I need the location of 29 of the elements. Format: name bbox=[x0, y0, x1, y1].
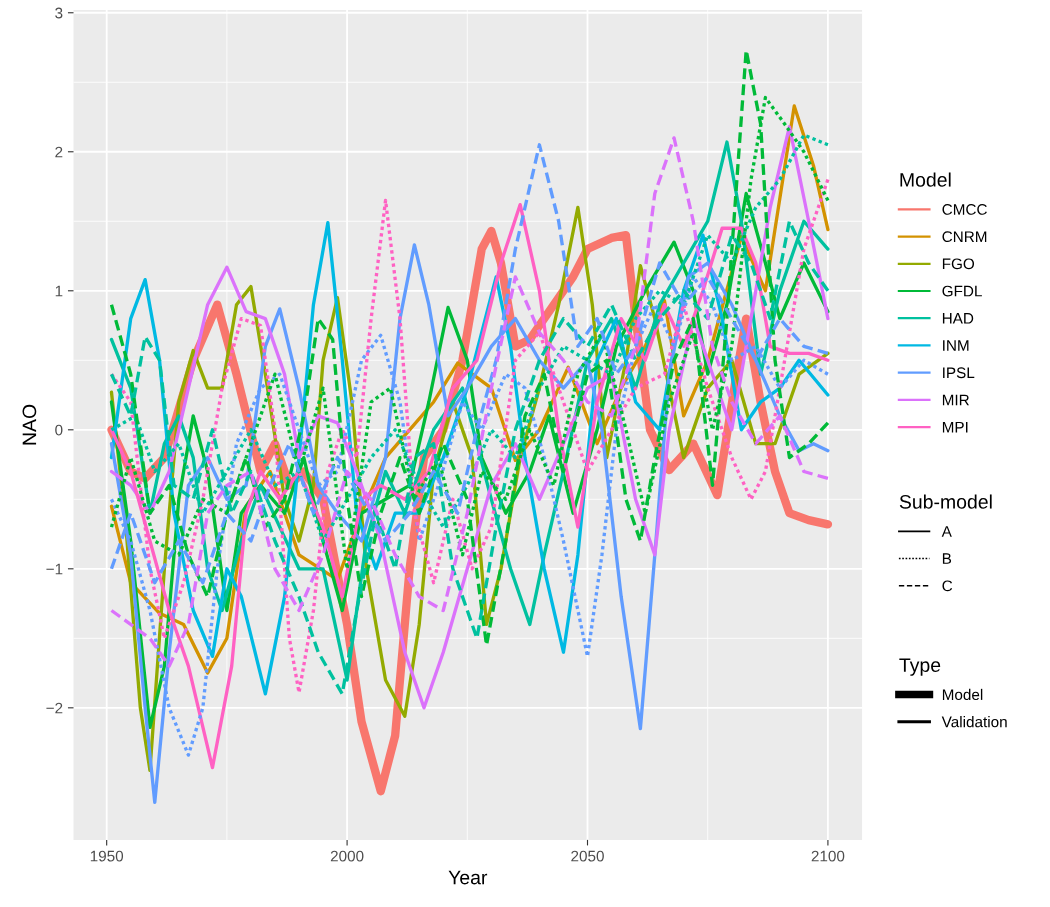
legend-label: CNRM bbox=[942, 231, 987, 243]
text: Model bbox=[942, 688, 983, 701]
x-tick-label: 2050 bbox=[571, 850, 604, 862]
y-axis-title: NAO bbox=[22, 404, 37, 445]
legend-label: GFDL bbox=[942, 285, 982, 297]
y-tick-label: 0 bbox=[55, 424, 63, 436]
legend-label: INM bbox=[943, 340, 969, 351]
legend-label: MIR bbox=[942, 394, 969, 406]
text: C bbox=[942, 580, 953, 592]
y-tick-label: 3 bbox=[55, 7, 63, 19]
y-tick-label: −1 bbox=[46, 563, 63, 575]
legend-title: Model bbox=[900, 172, 951, 187]
y-tick-label: 2 bbox=[55, 146, 63, 158]
text: Validation bbox=[941, 716, 1007, 728]
text: Sub-model bbox=[899, 494, 992, 509]
x-tick-label: 1950 bbox=[90, 850, 124, 862]
y-tick-label: 1 bbox=[55, 285, 63, 297]
legend-label: FGO bbox=[942, 258, 975, 270]
legend-label: CMCC bbox=[942, 203, 987, 215]
y-tick-label: −2 bbox=[46, 702, 63, 714]
legend-label: IPSL bbox=[943, 367, 975, 379]
x-tick-label: 2100 bbox=[811, 850, 845, 862]
legend-label: MPI bbox=[942, 421, 968, 433]
legend-label: HAD bbox=[942, 313, 974, 324]
text: A bbox=[941, 526, 952, 537]
text: B bbox=[942, 553, 952, 564]
x-axis-title: Year bbox=[448, 870, 488, 885]
text: Type bbox=[899, 658, 941, 676]
x-tick-label: 2000 bbox=[330, 850, 364, 862]
